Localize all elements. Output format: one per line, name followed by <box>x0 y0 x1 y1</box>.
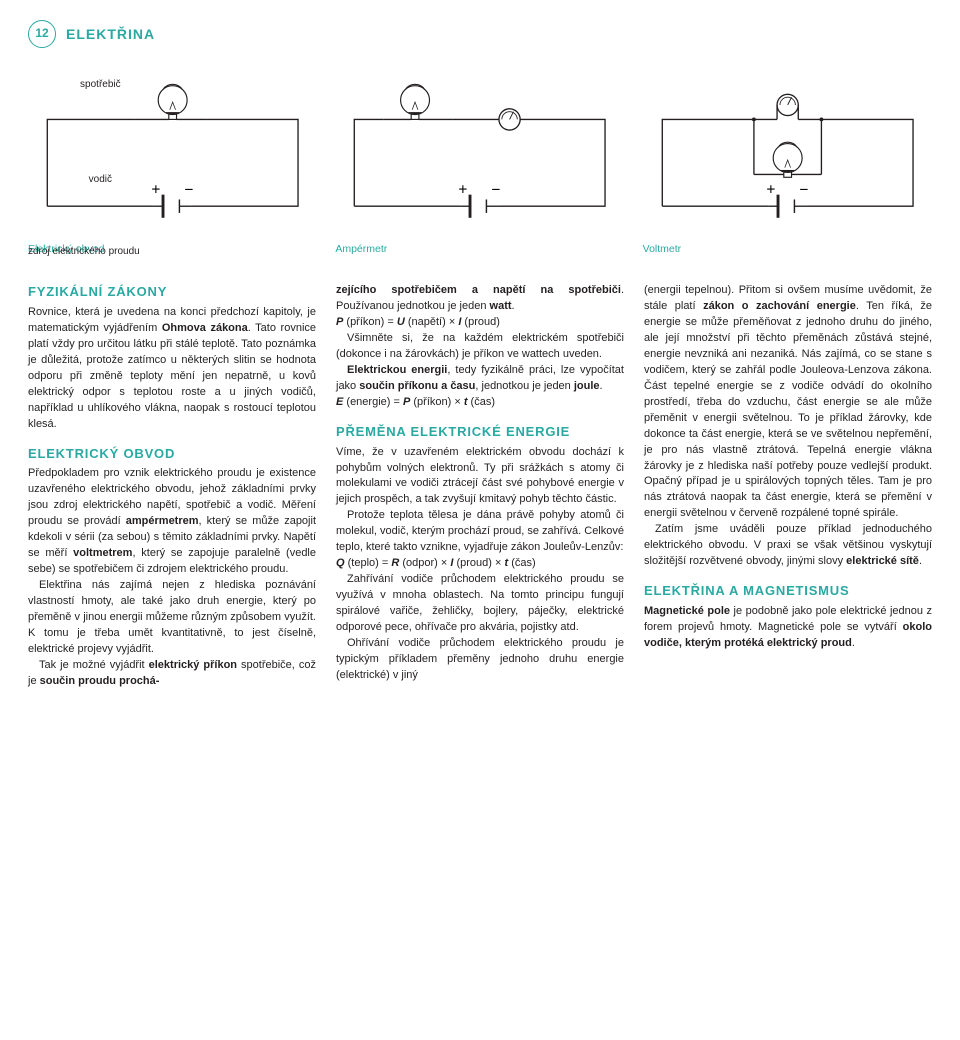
terminal-minus: − <box>184 182 193 199</box>
paragraph: Zahřívání vodiče průchodem elektrického … <box>336 572 624 636</box>
paragraph: Ohřívání vodiče průchodem elektrického p… <box>336 636 624 684</box>
equation-joule: Q (teplo) = R (odpor) × I (proud) × t (č… <box>336 556 624 572</box>
heading-premena: PŘEMĚNA ELEKTRICKÉ ENERGIE <box>336 423 624 442</box>
diagram-voltmeter: + − Voltmetr <box>643 78 932 257</box>
equation-energy: E (energie) = P (příkon) × t (čas) <box>336 395 624 411</box>
column-1: FYZIKÁLNÍ ZÁKONY Rovnice, která je uvede… <box>28 283 316 689</box>
caption-2: Ampérmetr <box>335 242 624 257</box>
svg-text:−: − <box>799 182 808 199</box>
paragraph: Všimněte si, že na každém elektrickém sp… <box>336 331 624 363</box>
heading-el-obvod: ELEKTRICKÝ OBVOD <box>28 445 316 464</box>
paragraph: (energii tepelnou). Přitom si ovšem musí… <box>644 283 932 522</box>
svg-text:+: + <box>459 182 468 199</box>
paragraph: Zatím jsme uváděli pouze příklad jednodu… <box>644 522 932 570</box>
voltmeter-svg: + − <box>643 78 932 238</box>
diagram-ammeter: + − Ampérmetr <box>335 78 624 257</box>
text-columns: FYZIKÁLNÍ ZÁKONY Rovnice, která je uvede… <box>28 283 932 689</box>
paragraph: Předpokladem pro vznik elektrického prou… <box>28 466 316 578</box>
paragraph: Rovnice, která je uvedena na konci předc… <box>28 305 316 433</box>
label-spotrebic: spotřebič <box>80 78 121 93</box>
bulb-icon <box>134 84 206 119</box>
paragraph: Víme, že v uzavřeném elektrickém obvodu … <box>336 445 624 509</box>
svg-text:+: + <box>766 182 775 199</box>
paragraph: Magnetické pole je podobně jako pole ele… <box>644 604 932 652</box>
diagram-circuit: spotřebič vodič + − zdr <box>28 78 317 257</box>
paragraph: Protože teplota tělesa je dána právě poh… <box>336 508 624 556</box>
paragraph: zejícího spotřebičem a napětí na spotřeb… <box>336 283 624 315</box>
paragraph: Tak je možné vyjádřit elektrický příkon … <box>28 658 316 690</box>
heading-magnetismus: ELEKTŘINA A MAGNETISMUS <box>644 582 932 601</box>
label-zdroj: zdroj elektrického proudu <box>28 245 140 260</box>
column-3: (energii tepelnou). Přitom si ovšem musí… <box>644 283 932 689</box>
paragraph: Elektřina nás zajímá nejen z hlediska po… <box>28 578 316 658</box>
equation-power: P (příkon) = U (napětí) × I (proud) <box>336 315 624 331</box>
terminal-plus: + <box>151 182 160 199</box>
page-number: 12 <box>28 20 56 48</box>
label-vodic: vodič <box>89 173 112 188</box>
svg-text:−: − <box>492 182 501 199</box>
circuit-svg: + − <box>28 78 317 238</box>
page-title: ELEKTŘINA <box>66 24 155 44</box>
page-header: 12 ELEKTŘINA <box>28 20 932 48</box>
ammeter-svg: + − <box>335 78 624 238</box>
heading-fyz-zakony: FYZIKÁLNÍ ZÁKONY <box>28 283 316 302</box>
column-2: zejícího spotřebičem a napětí na spotřeb… <box>336 283 624 689</box>
paragraph: Elektrickou energii, tedy fyzikálně prác… <box>336 363 624 395</box>
caption-3: Voltmetr <box>643 242 932 257</box>
diagrams-row: spotřebič vodič + − zdr <box>28 78 932 257</box>
